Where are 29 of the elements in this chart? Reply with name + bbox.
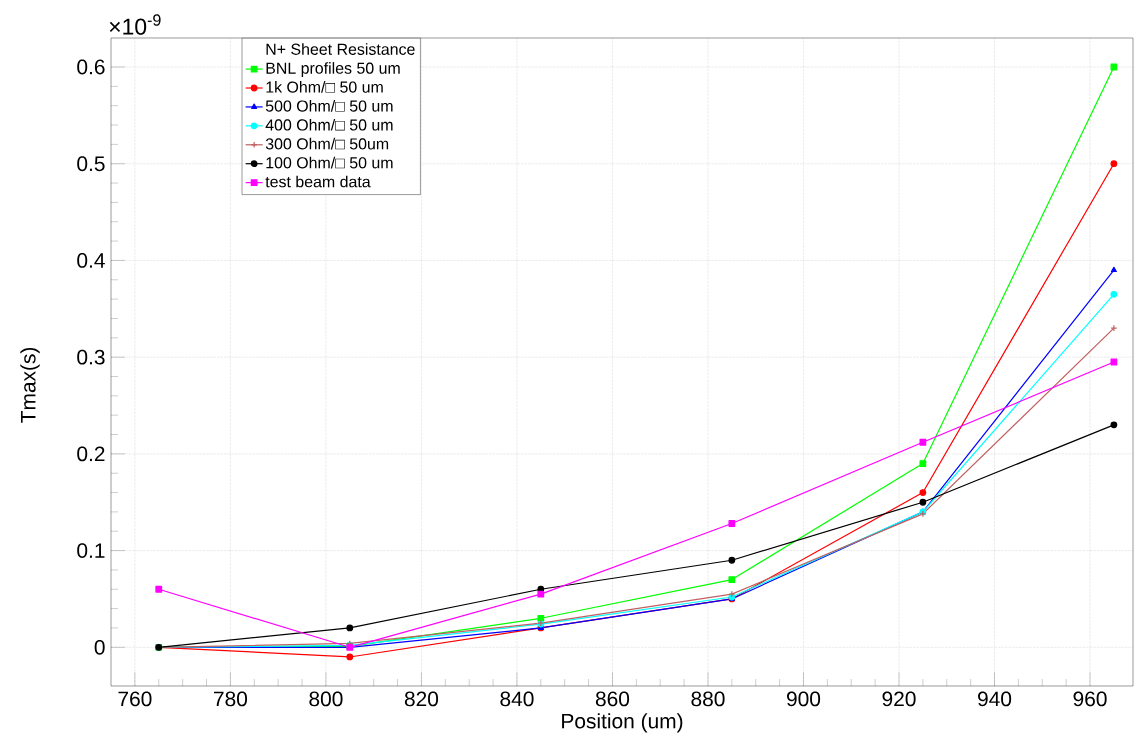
y-tick-label: 0 — [94, 639, 105, 655]
x-tick-label: 840 — [500, 691, 534, 707]
x-tick-label: 940 — [978, 691, 1012, 707]
legend-label: BNL profiles 50 um — [266, 62, 400, 77]
y-tick-label: 0.2 — [77, 446, 105, 462]
y-tick-label: 0.3 — [77, 349, 105, 365]
y-tick-label: 0.4 — [77, 253, 105, 268]
legend-label: test beam data — [265, 175, 371, 188]
x-tick-label: 800 — [309, 691, 343, 707]
x-tick-label: 820 — [404, 691, 439, 707]
y-axis-title: Tmax(s) — [20, 347, 40, 423]
x-tick-label: 920 — [882, 691, 916, 707]
y-tick-label: 0.6 — [77, 59, 105, 75]
x-tick-label: 900 — [787, 691, 821, 707]
x-tick-label: 960 — [1073, 691, 1107, 707]
legend-label: 100 Ohm/□ 50 um — [266, 156, 393, 169]
legend-label: 300 Ohm/□ 50um — [265, 137, 389, 150]
x-axis-title: Position (um) — [562, 713, 683, 733]
legend-label: 400 Ohm/□ 50 um — [265, 118, 393, 131]
legend-label: 500 Ohm/□ 50 um — [265, 99, 393, 112]
y-tick-label: 0.5 — [77, 156, 105, 172]
x-tick-label: 860 — [595, 691, 630, 707]
y-tick-label: 0.1 — [77, 543, 105, 558]
x-tick-label: 760 — [118, 691, 152, 707]
x-tick-label: 880 — [691, 691, 725, 707]
legend-label: 1k Ohm/□ 50 um — [266, 81, 383, 93]
text: ×10$^{-9}$ — [109, 14, 161, 35]
legend-title: N+ Sheet Resistance — [266, 43, 415, 55]
x-tick-label: 780 — [214, 691, 248, 707]
